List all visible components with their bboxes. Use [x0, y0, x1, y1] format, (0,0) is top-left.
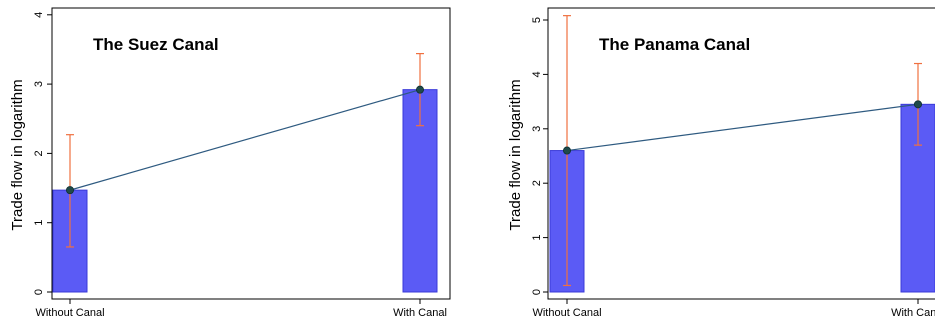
y-axis-label: Trade flow in logarithm: [9, 79, 26, 230]
y-tick-label: 0: [531, 289, 543, 295]
y-tick-label: 4: [531, 71, 543, 77]
y-tick-label: 4: [33, 12, 45, 18]
x-tick-label: Without Canal: [35, 307, 104, 319]
chart-panel-panama: Trade flow in logarithm The Panama Canal…: [507, 7, 935, 319]
data-point: [415, 85, 424, 94]
series-line: [69, 89, 421, 191]
data-point: [914, 100, 923, 109]
plot-frame: [547, 7, 935, 300]
data-point: [563, 146, 572, 155]
data-point: [66, 186, 75, 195]
y-tick-label: 1: [531, 235, 543, 241]
chart-title: The Suez Canal: [93, 35, 219, 54]
chart-marks: 0 1 2 3 4 Without Canal With Canal: [33, 12, 447, 319]
chart-marks: 0 1 2 3 4 5 Without Canal With Canal: [531, 15, 935, 319]
x-tick-label: With Canal: [393, 307, 447, 319]
y-tick-label: 1: [33, 220, 45, 226]
x-tick-label: With Canal: [891, 307, 935, 319]
y-tick-label: 2: [531, 180, 543, 186]
y-axis-label: Trade flow in logarithm: [507, 79, 524, 230]
y-tick-label: 0: [33, 289, 45, 295]
chart-title: The Panama Canal: [599, 35, 750, 54]
y-tick-label: 2: [33, 150, 45, 156]
y-tick-label: 3: [33, 81, 45, 87]
chart-panel-suez: Trade flow in logarithm The Suez Canal 0…: [9, 7, 451, 319]
x-tick-label: Without Canal: [532, 307, 601, 319]
series-line: [566, 103, 919, 152]
y-tick-label: 3: [531, 126, 543, 132]
y-tick-label: 5: [531, 17, 543, 23]
